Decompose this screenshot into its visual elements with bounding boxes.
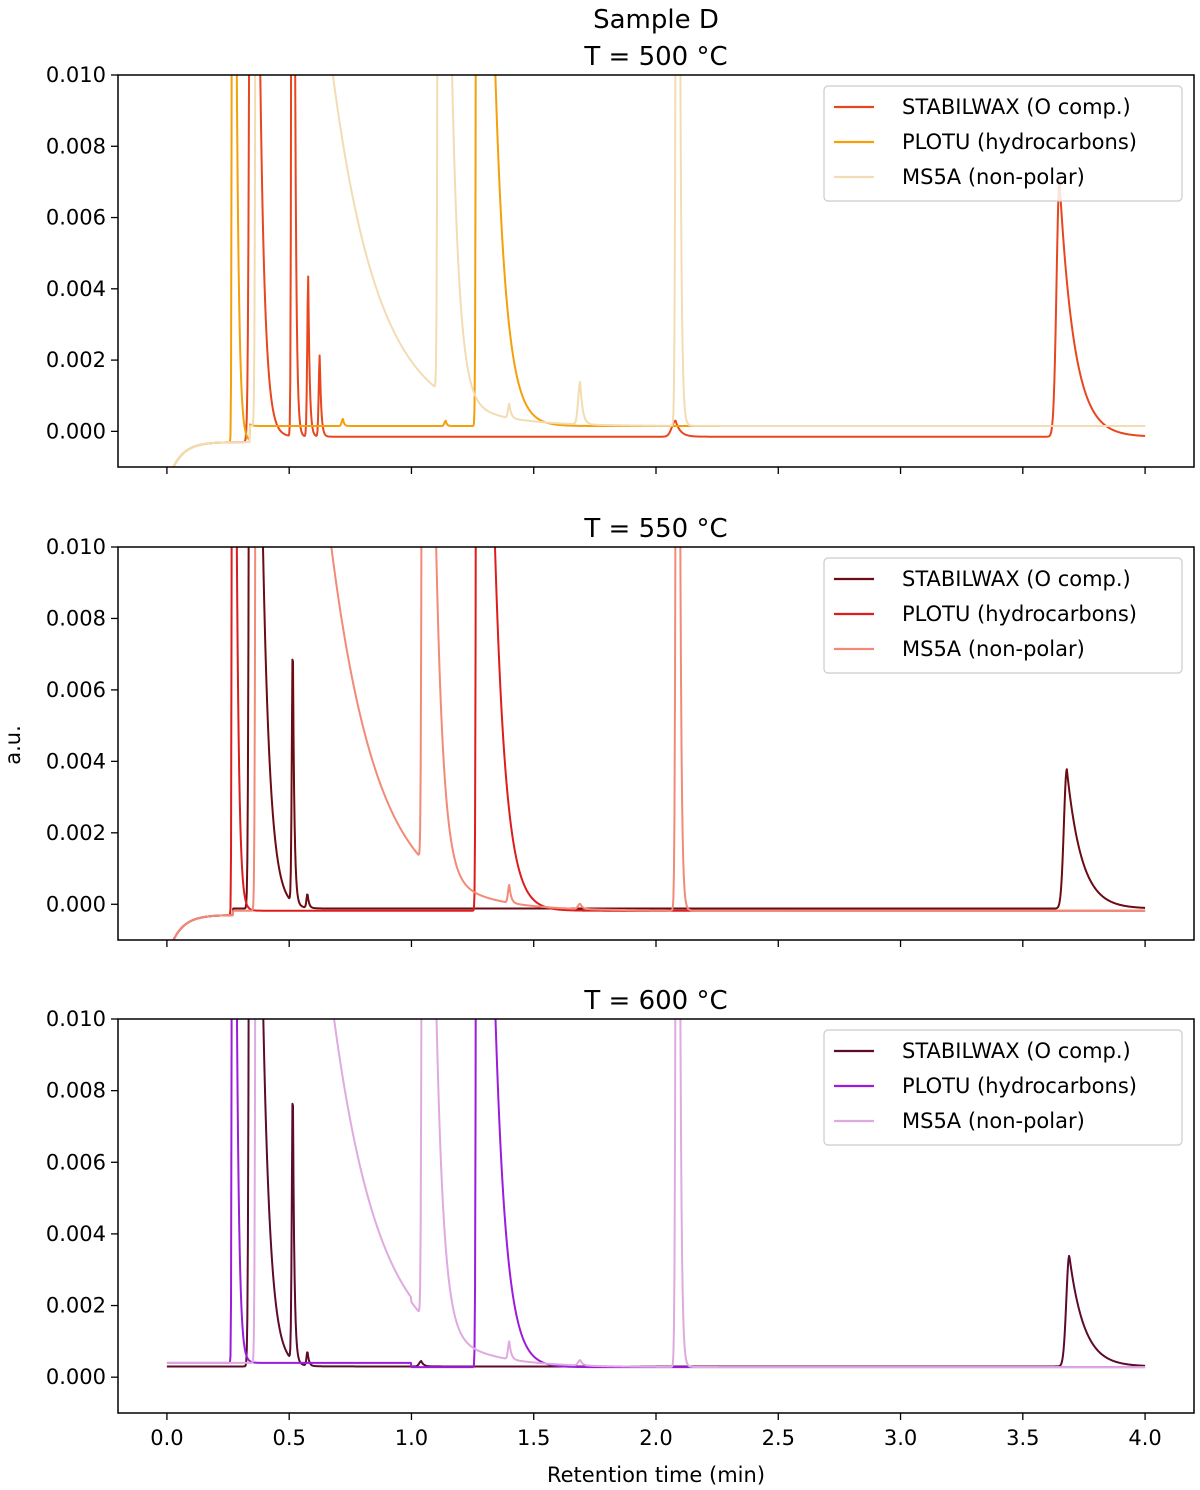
y-tick-label: 0.002 [46,821,106,845]
y-tick-label: 0.006 [46,678,106,702]
y-tick-label: 0.004 [46,277,106,301]
legend-entry: STABILWAX (O comp.) [902,1039,1131,1063]
series-line-0 [172,75,1146,467]
x-tick-label: 3.5 [1006,1426,1039,1450]
series-line-1 [166,1019,1146,1369]
legend-entry: MS5A (non-polar) [902,637,1085,661]
panel-title: T = 500 °C [583,42,727,72]
series-group [172,547,1146,940]
legend-entry: STABILWAX (O comp.) [902,95,1131,119]
y-tick-label: 0.010 [46,63,106,87]
legend-entry: MS5A (non-polar) [902,165,1085,189]
y-tick-label: 0.010 [46,1007,106,1031]
x-tick-label: 4.0 [1128,1426,1161,1450]
y-tick-label: 0.000 [46,419,106,443]
legend: STABILWAX (O comp.) PLOTU (hydrocarbons) M… [823,1029,1183,1146]
y-tick-label: 0.004 [46,749,106,773]
y-tick-label: 0.002 [46,348,106,372]
x-tick-label: 2.0 [639,1426,672,1450]
x-tick-label: 0.0 [150,1426,183,1450]
x-tick-label: 1.0 [395,1426,428,1450]
y-axis-label: a.u. [1,725,25,765]
legend-box [823,557,1183,674]
legend: STABILWAX (O comp.) PLOTU (hydrocarbons) M… [823,85,1183,202]
series-line-2 [166,1019,1146,1369]
chart-panel-0: T = 500 °C 0.000 0.002 0.004 0.006 0.008 0.010… [46,42,1195,474]
y-tick-label: 0.000 [46,892,106,916]
x-tick-label: 3.0 [884,1426,917,1450]
legend-entry: PLOTU (hydrocarbons) [902,1074,1137,1098]
x-axis-label: Retention time (min) [547,1463,765,1487]
legend-box [823,85,1183,202]
y-tick-label: 0.000 [46,1365,106,1389]
legend-entry: PLOTU (hydrocarbons) [902,602,1137,626]
y-tick-label: 0.008 [46,606,106,630]
x-tick-label: 2.5 [762,1426,795,1450]
chart-panel-2: T = 600 °C 0.000 0.002 0.004 0.006 0.008 0.010… [46,986,1195,1450]
series-group [172,75,1146,467]
series-line-0 [172,547,1146,940]
x-tick-label: 0.5 [272,1426,305,1450]
panel-title: T = 600 °C [583,986,727,1016]
legend-entry: PLOTU (hydrocarbons) [902,130,1137,154]
legend-entry: MS5A (non-polar) [902,1109,1085,1133]
series-line-2 [172,75,1146,467]
series-line-1 [172,75,1146,467]
chart-panel-1: T = 550 °C 0.000 0.002 0.004 0.006 0.008 0.010… [46,514,1195,947]
legend: STABILWAX (O comp.) PLOTU (hydrocarbons) M… [823,557,1183,674]
y-tick-label: 0.006 [46,206,106,230]
panel-title: T = 550 °C [583,514,727,544]
y-tick-label: 0.002 [46,1294,106,1318]
series-group [166,1019,1146,1369]
y-tick-label: 0.008 [46,134,106,158]
y-tick-label: 0.006 [46,1150,106,1174]
x-tick-label: 1.5 [517,1426,550,1450]
figure-suptitle: Sample D [593,5,719,35]
series-line-2 [172,547,1146,940]
legend-entry: STABILWAX (O comp.) [902,567,1131,591]
series-line-0 [166,1019,1146,1368]
y-tick-label: 0.010 [46,535,106,559]
y-tick-label: 0.004 [46,1222,106,1246]
legend-box [823,1029,1183,1146]
y-tick-label: 0.008 [46,1079,106,1103]
